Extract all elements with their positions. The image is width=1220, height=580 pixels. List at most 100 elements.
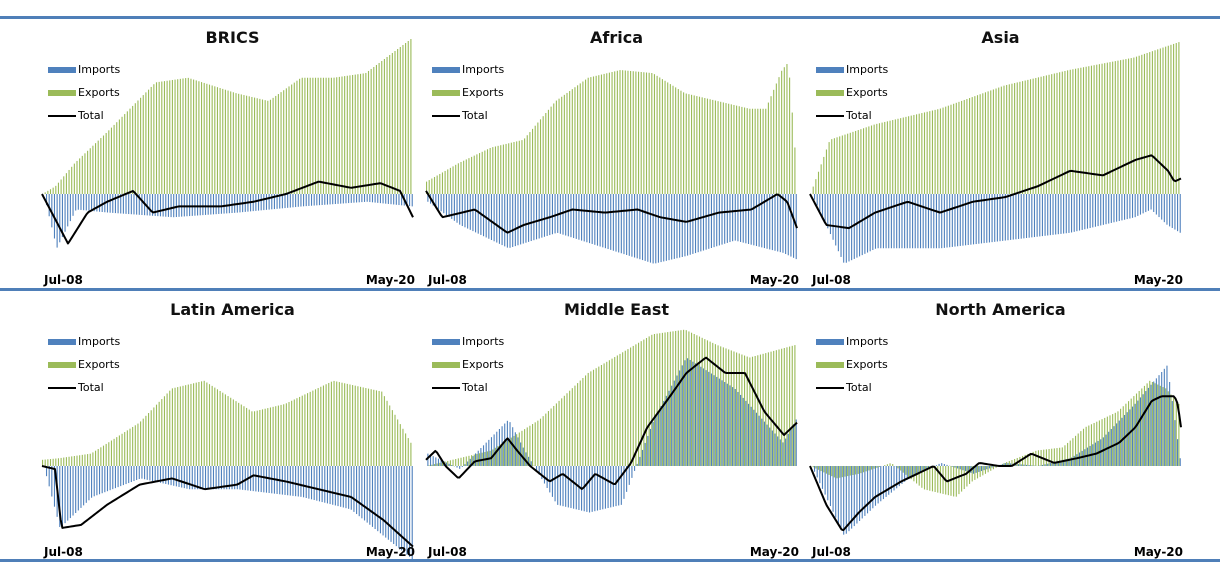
export-bar bbox=[494, 447, 497, 466]
export-bar bbox=[354, 74, 356, 194]
import-bar bbox=[567, 466, 569, 508]
export-bar bbox=[1056, 448, 1058, 466]
import-bar bbox=[393, 466, 395, 545]
export-bar bbox=[825, 149, 828, 194]
export-bar bbox=[497, 446, 499, 466]
import-bar bbox=[636, 463, 638, 466]
import-bar bbox=[530, 461, 532, 466]
export-bar bbox=[995, 466, 997, 468]
export-bar bbox=[582, 378, 584, 466]
export-bar bbox=[92, 452, 94, 466]
import-bar bbox=[199, 194, 201, 216]
export-bar bbox=[955, 102, 957, 194]
import-bar bbox=[829, 466, 831, 507]
import-bar bbox=[231, 466, 233, 490]
export-bar bbox=[656, 75, 658, 194]
import-bar bbox=[437, 194, 440, 210]
import-bar bbox=[1153, 194, 1155, 212]
export-bar bbox=[1096, 421, 1098, 466]
import-bar bbox=[874, 194, 877, 249]
import-bar bbox=[242, 466, 244, 490]
export-bar bbox=[627, 70, 629, 194]
export-bar bbox=[1077, 433, 1079, 466]
import-bar bbox=[787, 433, 789, 466]
export-bar bbox=[622, 70, 624, 194]
export-bar bbox=[1006, 462, 1008, 466]
import-bar bbox=[538, 194, 540, 239]
import-bar bbox=[983, 466, 985, 471]
import-bar bbox=[596, 194, 599, 246]
export-bar bbox=[312, 390, 314, 466]
export-bar bbox=[547, 109, 550, 194]
import-bar bbox=[874, 466, 877, 506]
export-bar bbox=[675, 87, 677, 194]
export-bar bbox=[314, 77, 317, 194]
import-bar bbox=[594, 194, 596, 245]
export-bar bbox=[1106, 416, 1108, 466]
export-bar bbox=[603, 363, 605, 466]
export-bar bbox=[1167, 391, 1169, 466]
import-bar bbox=[641, 194, 644, 261]
import-bar bbox=[210, 466, 212, 490]
export-bar bbox=[833, 138, 835, 194]
import-bar bbox=[1057, 194, 1059, 235]
import-bar bbox=[753, 194, 755, 246]
export-bar bbox=[285, 403, 287, 466]
import-bar bbox=[745, 400, 747, 466]
import-bar bbox=[602, 466, 604, 510]
import-bar bbox=[1139, 397, 1142, 466]
import-bar bbox=[85, 466, 87, 503]
import-bar bbox=[1177, 194, 1179, 232]
export-bar bbox=[1024, 454, 1026, 466]
import-bar bbox=[766, 424, 768, 466]
exports-bars bbox=[812, 42, 1180, 195]
import-bar bbox=[1071, 457, 1073, 466]
export-bar bbox=[619, 70, 621, 194]
import-bar bbox=[138, 194, 140, 215]
import-bar bbox=[451, 465, 453, 466]
x-axis-start-label: Jul-08 bbox=[44, 273, 83, 287]
export-bar bbox=[272, 406, 274, 466]
import-bar bbox=[220, 466, 222, 490]
export-bar bbox=[275, 95, 277, 194]
import-bar bbox=[896, 194, 898, 249]
import-bar bbox=[197, 466, 199, 490]
export-bar bbox=[1178, 42, 1180, 194]
import-bar bbox=[162, 466, 164, 484]
import-bar bbox=[385, 194, 387, 204]
export-bar bbox=[736, 105, 738, 194]
import-bar bbox=[702, 368, 705, 466]
export-bar bbox=[1064, 70, 1066, 194]
export-bar bbox=[338, 382, 340, 466]
export-bar bbox=[373, 66, 375, 194]
import-bar bbox=[821, 194, 824, 217]
export-bar bbox=[585, 79, 587, 194]
import-bar bbox=[308, 466, 310, 499]
import-bar bbox=[77, 194, 79, 210]
import-bar bbox=[687, 358, 689, 466]
export-bar bbox=[709, 341, 711, 466]
import-bar bbox=[210, 194, 212, 215]
import-bar bbox=[1142, 194, 1144, 214]
export-bar bbox=[600, 74, 603, 194]
export-bar bbox=[937, 109, 939, 194]
export-bar bbox=[923, 466, 926, 490]
export-bar bbox=[1117, 60, 1119, 195]
export-bar bbox=[1096, 64, 1098, 195]
import-bar bbox=[469, 194, 471, 230]
export-bar bbox=[465, 456, 467, 466]
exports-bars bbox=[428, 329, 796, 466]
export-bar bbox=[63, 457, 65, 466]
export-bar bbox=[439, 173, 441, 194]
import-bar bbox=[109, 466, 111, 491]
import-bar bbox=[538, 466, 540, 475]
export-bar bbox=[296, 80, 298, 194]
import-bar bbox=[816, 466, 818, 478]
import-bar bbox=[962, 466, 964, 471]
import-bar bbox=[1084, 449, 1086, 466]
export-bar bbox=[121, 116, 123, 194]
export-bar bbox=[918, 466, 920, 486]
export-bar bbox=[537, 122, 539, 194]
import-bar bbox=[1113, 194, 1115, 223]
import-bar bbox=[1094, 194, 1096, 227]
